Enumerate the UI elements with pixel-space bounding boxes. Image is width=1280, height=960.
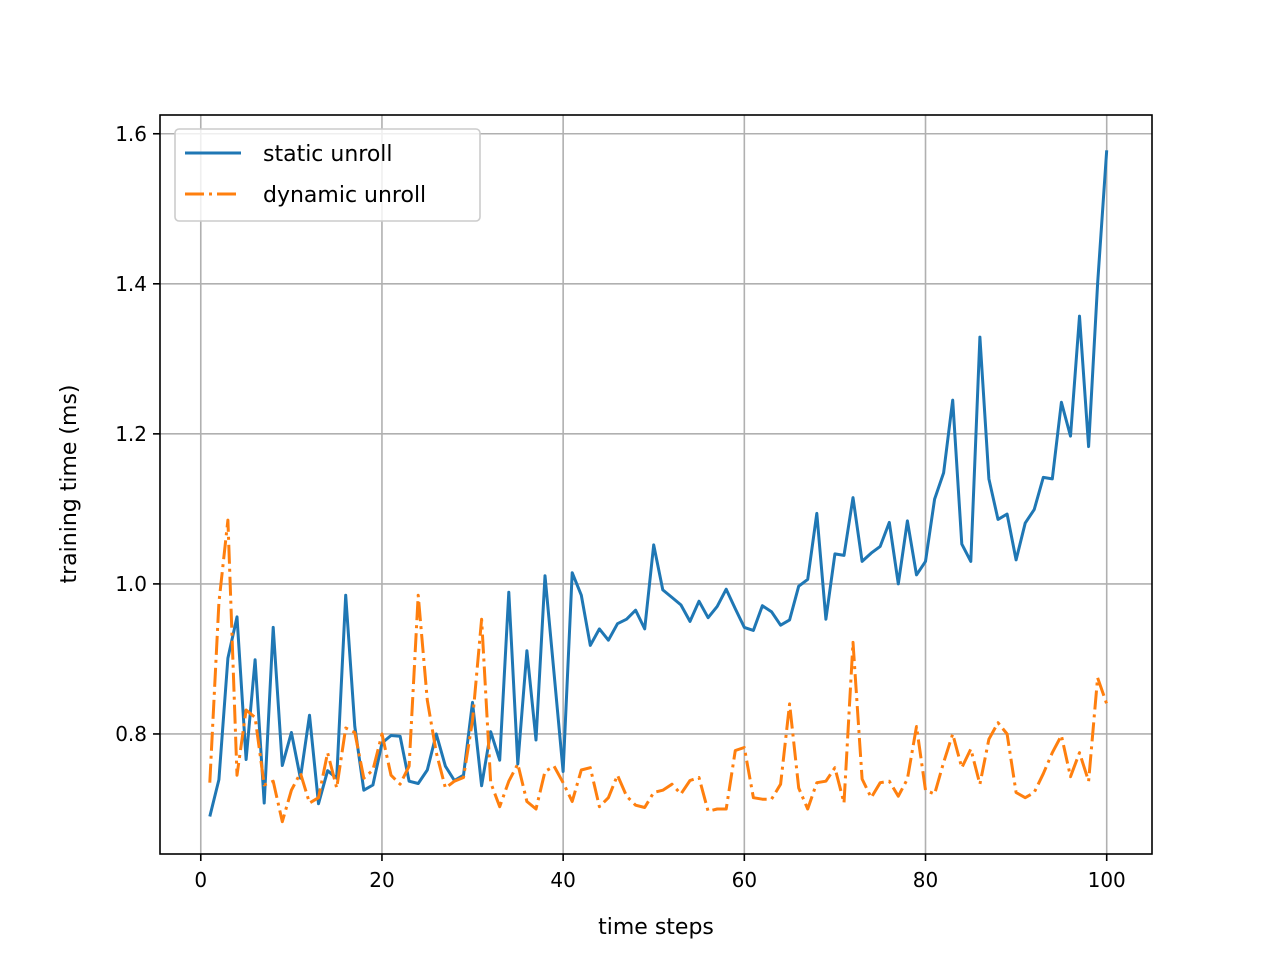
grid-lines bbox=[160, 115, 1152, 854]
legend-label-static-unroll: static unroll bbox=[263, 142, 393, 167]
y-tick-label: 1.0 bbox=[115, 572, 147, 596]
x-tick-label: 40 bbox=[550, 868, 575, 892]
x-tick-labels: 0 20 40 60 80 100 bbox=[194, 868, 1125, 892]
x-tick-label: 0 bbox=[194, 868, 207, 892]
x-tick-label: 20 bbox=[369, 868, 394, 892]
y-tick-label: 1.2 bbox=[115, 422, 147, 446]
plot-frame bbox=[159, 114, 1153, 855]
series-line-dynamic-unroll bbox=[208, 518, 1109, 824]
y-axis-label: training time (ms) bbox=[57, 385, 82, 584]
series-line-static-unroll bbox=[208, 150, 1109, 817]
x-tick-label: 80 bbox=[913, 868, 938, 892]
y-tick-labels: 0.8 1.0 1.2 1.4 1.6 bbox=[115, 122, 147, 746]
legend-box bbox=[174, 128, 481, 222]
x-axis-label: time steps bbox=[598, 915, 714, 940]
y-tick-label: 1.4 bbox=[115, 272, 147, 296]
legend: static unroll dynamic unroll bbox=[174, 128, 481, 222]
x-tick-label: 100 bbox=[1088, 868, 1126, 892]
legend-label-dynamic-unroll: dynamic unroll bbox=[263, 183, 426, 208]
y-tick-label: 0.8 bbox=[115, 722, 147, 746]
x-tick-label: 60 bbox=[732, 868, 757, 892]
y-tick-label: 1.6 bbox=[115, 122, 147, 146]
tick-marks bbox=[153, 132, 1108, 861]
series-layer bbox=[208, 150, 1109, 824]
